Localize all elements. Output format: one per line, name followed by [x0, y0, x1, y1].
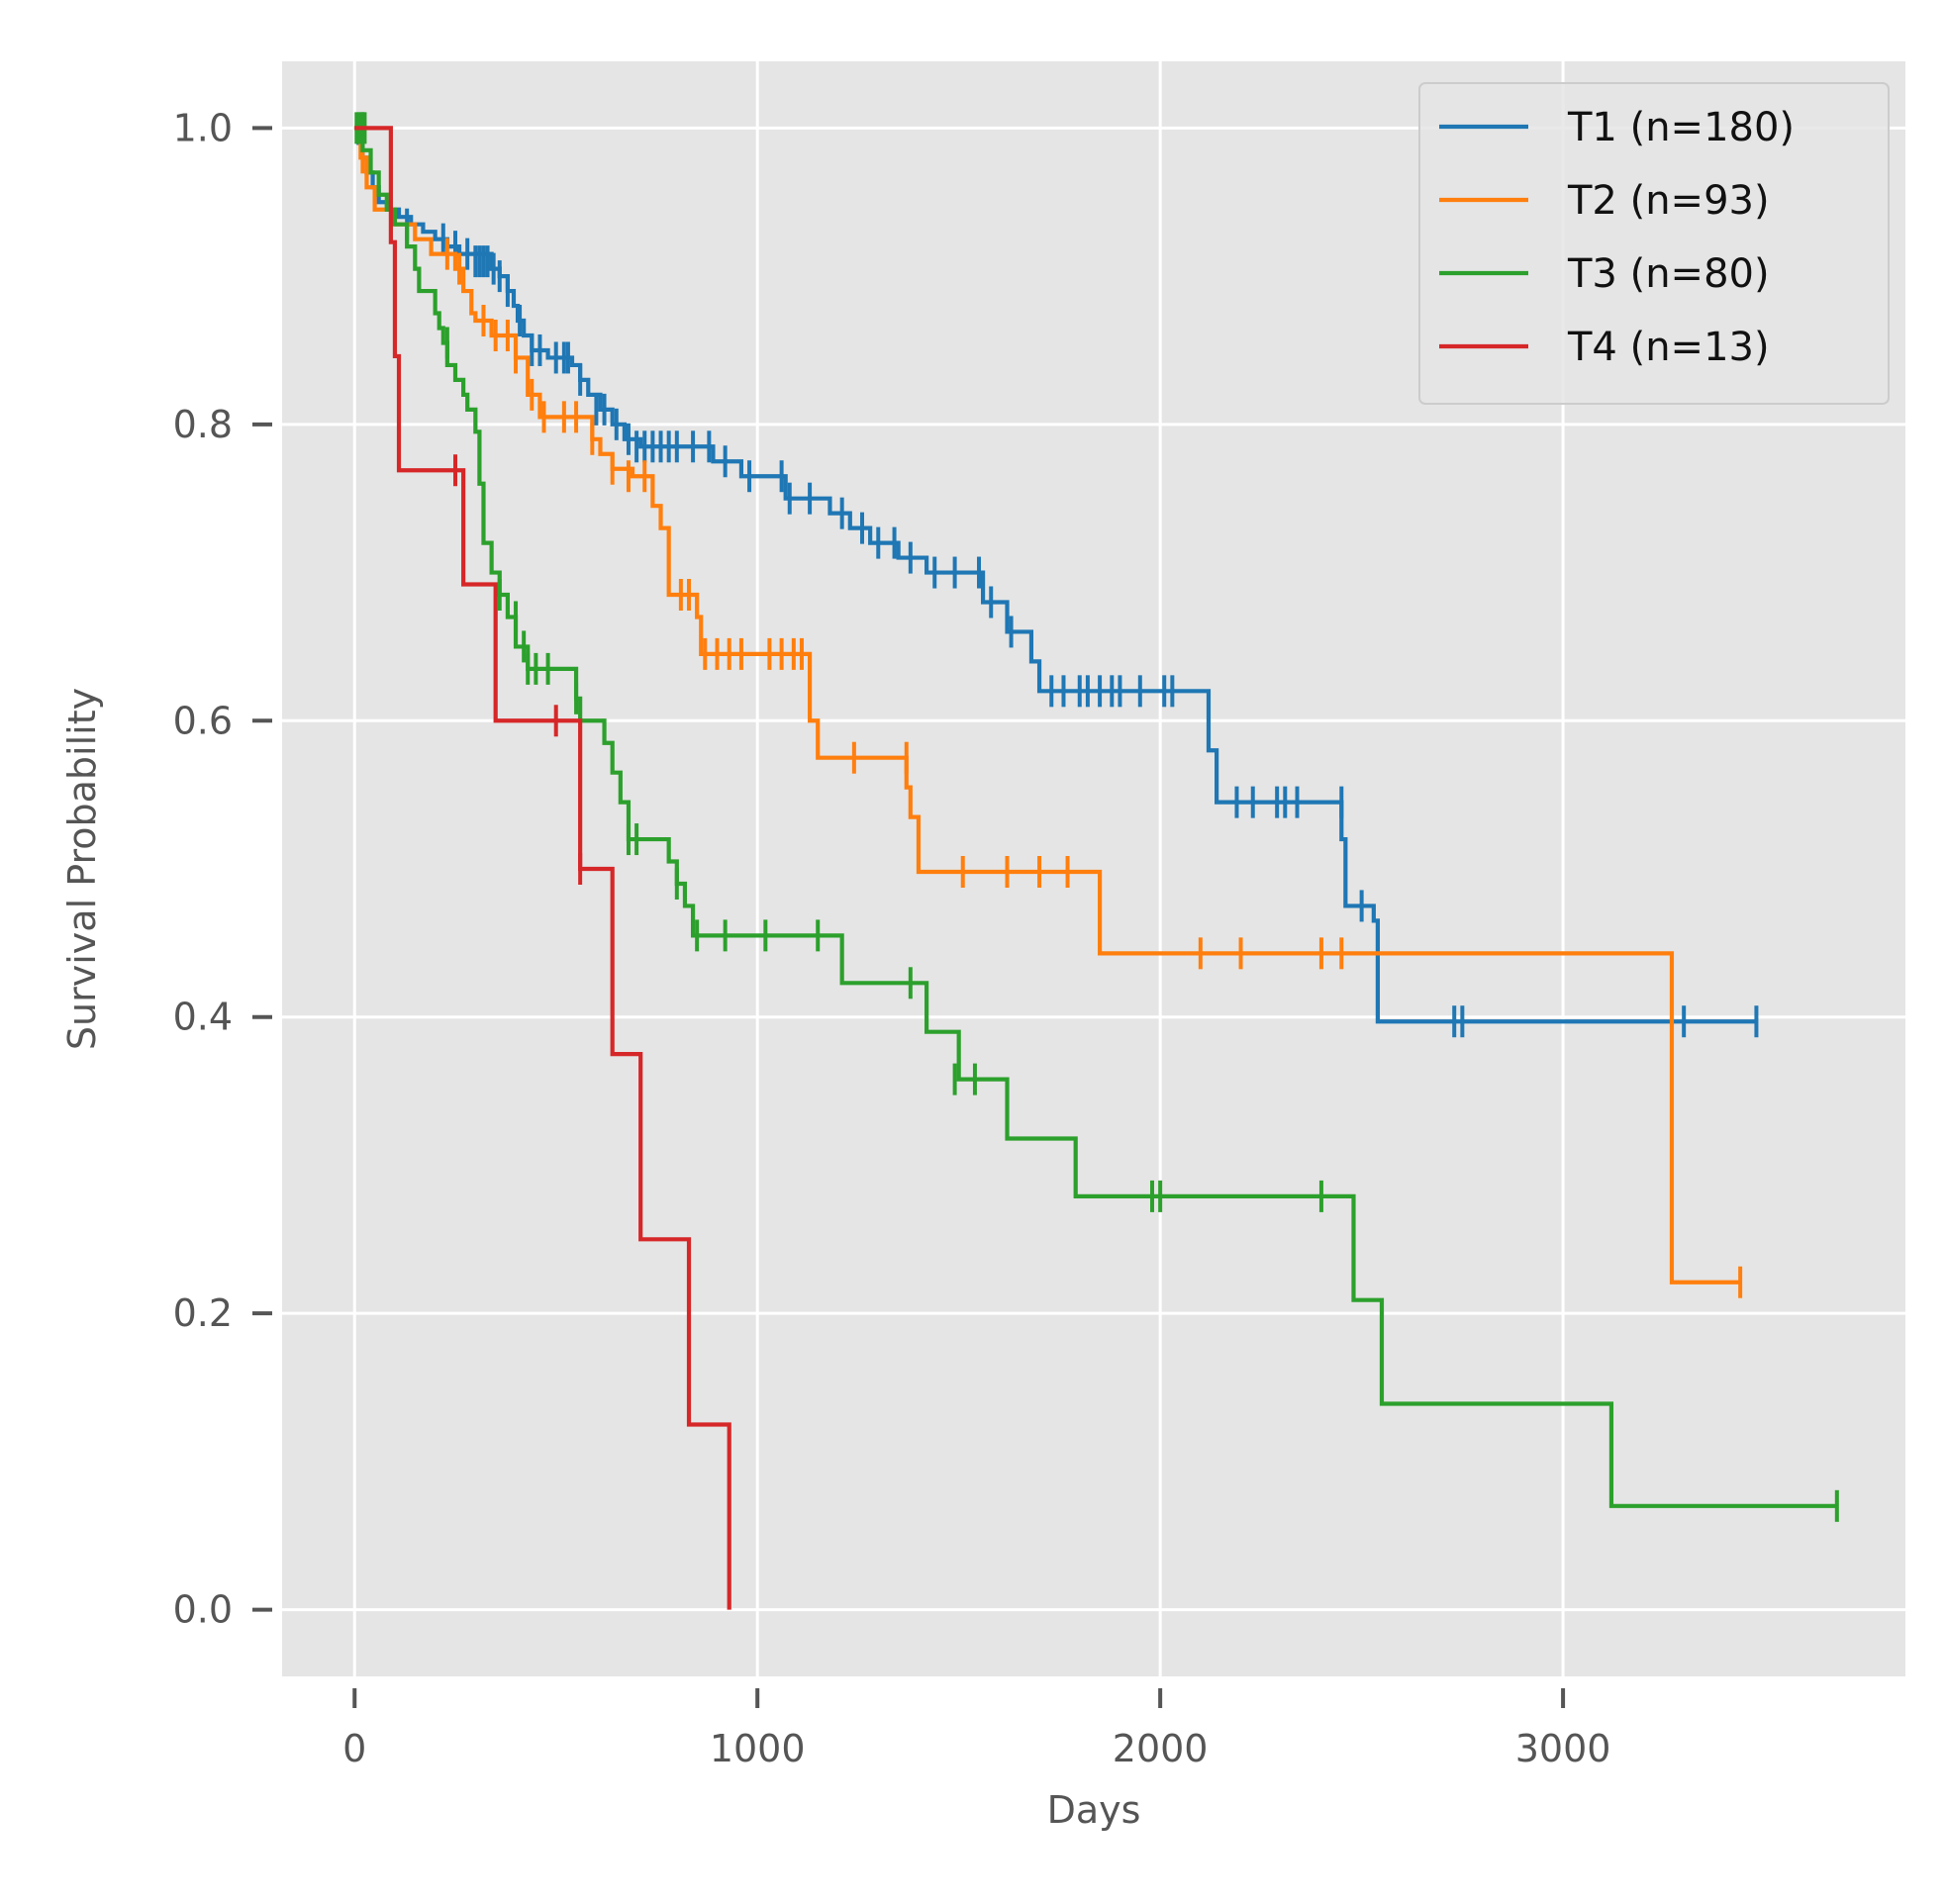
- x-axis-label: Days: [1047, 1788, 1141, 1832]
- series-2: [354, 126, 1743, 1298]
- series-4: [354, 126, 731, 1610]
- x-tick-label: 3000: [1515, 1727, 1611, 1770]
- series-lines: [354, 112, 1839, 1610]
- legend: T1 (n=180) T2 (n=93) T3 (n=80) T4 (n=13): [1418, 82, 1890, 405]
- y-axis-label: Survival Probability: [60, 688, 104, 1050]
- x-tick-label: 1000: [710, 1727, 806, 1770]
- series-line: [354, 126, 1741, 1285]
- series-line: [354, 126, 1757, 1024]
- series-1: [354, 112, 1759, 1038]
- y-tick-label: 0.2: [173, 1291, 233, 1335]
- legend-entry: T4 (n=13): [1567, 325, 1770, 370]
- y-tick-label: 1.0: [173, 106, 233, 149]
- series-line: [354, 126, 731, 1610]
- series-line: [354, 126, 1837, 1508]
- axes: 0 1000 2000 3000 0.0 0.2 0.4 0.6 0.8 1.0: [173, 106, 1611, 1770]
- y-tick-label: 0.6: [173, 699, 233, 742]
- legend-entry: T1 (n=180): [1567, 105, 1795, 150]
- y-tick-label: 0.0: [173, 1588, 233, 1632]
- legend-entry: T2 (n=93): [1567, 178, 1770, 224]
- x-tick-label: 2000: [1113, 1727, 1209, 1770]
- y-tick-label: 0.8: [173, 403, 233, 446]
- legend-box: [1418, 82, 1890, 405]
- x-tick-label: 0: [342, 1727, 366, 1770]
- legend-entry: T3 (n=80): [1567, 251, 1770, 297]
- y-tick-label: 0.4: [173, 996, 233, 1039]
